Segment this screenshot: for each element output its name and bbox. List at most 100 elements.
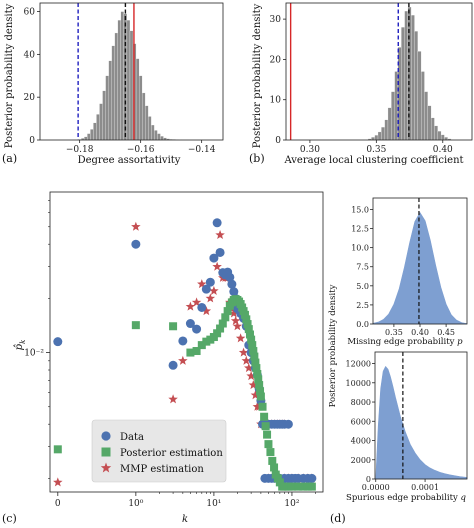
mmp-point bbox=[248, 380, 259, 390]
panel-a-bar bbox=[93, 122, 97, 141]
data-point bbox=[215, 247, 225, 257]
panel-d-bottom-ytick-label: 2000 bbox=[351, 456, 371, 465]
posterior-point bbox=[53, 445, 62, 454]
posterior-point bbox=[248, 341, 257, 350]
panel-a-bar bbox=[120, 11, 124, 141]
data-point bbox=[185, 319, 195, 329]
panel-a-ytick-label: 20 bbox=[24, 93, 36, 103]
panel-a-frame bbox=[39, 2, 224, 141]
legend-label-mmp: MMP estimation bbox=[120, 464, 204, 475]
panel-b-bar bbox=[414, 31, 418, 141]
posterior-point bbox=[268, 456, 277, 465]
panel-d-bottom-ytick-label: 4000 bbox=[351, 437, 371, 446]
panel-d-top-xtick-label: 0.40 bbox=[411, 328, 429, 337]
posterior-point bbox=[275, 478, 284, 487]
panel-a-bar bbox=[148, 116, 152, 141]
mmp-point bbox=[53, 477, 63, 487]
panel-b-frame bbox=[285, 2, 473, 141]
panel-d-ylabel: Posterior probability density bbox=[328, 284, 338, 407]
posterior-point bbox=[254, 375, 263, 384]
mmp-point bbox=[209, 285, 219, 295]
panel-b-ytick-label: 20 bbox=[270, 55, 282, 65]
posterior-point bbox=[252, 364, 261, 373]
data-point bbox=[197, 302, 207, 312]
panel-d-bottom-xlabel: Spurious edge probability q bbox=[346, 493, 466, 503]
data-point bbox=[283, 419, 293, 429]
posterior-point bbox=[256, 387, 265, 396]
panel-b-ytick-label: 0 bbox=[275, 136, 281, 146]
data-point bbox=[131, 239, 141, 249]
panel-a-bar bbox=[139, 75, 143, 141]
panel-a-ytick-label: 40 bbox=[24, 50, 36, 60]
posterior-point bbox=[273, 474, 282, 483]
panel-b-bar bbox=[421, 71, 425, 141]
panel-d-top-ytick-label: 15.0 bbox=[351, 205, 369, 214]
panel-b-bar bbox=[394, 71, 399, 141]
panel-c-ylabel-sub: k bbox=[19, 340, 27, 344]
legend-label-posterior: Posterior estimation bbox=[120, 448, 223, 459]
panel-a-bar bbox=[87, 133, 91, 141]
panel-d-top-xtick-label: 0.45 bbox=[437, 328, 455, 337]
panel-a-bar bbox=[102, 90, 106, 141]
mmp-point bbox=[250, 390, 261, 400]
panel-d-bottom-xtick-label: 0.0000 bbox=[362, 483, 390, 492]
posterior-point bbox=[186, 348, 195, 357]
data-point bbox=[225, 272, 235, 282]
panel-c-ylabel-main: p̂ bbox=[14, 343, 25, 350]
panel-b-bar bbox=[431, 117, 435, 141]
posterior-point bbox=[270, 463, 279, 472]
panel-b-bar bbox=[387, 107, 392, 141]
posterior-point bbox=[244, 325, 253, 334]
data-point bbox=[205, 277, 215, 287]
panel-c-ytick-label: 10⁻² bbox=[24, 349, 44, 359]
panel-b: Posterior probability density Average lo… bbox=[249, 2, 473, 166]
panel-d-top-xtick-label: 0.35 bbox=[385, 328, 403, 337]
posterior-point bbox=[250, 352, 259, 361]
panel-a-bar bbox=[90, 129, 94, 141]
panel-b-bar bbox=[437, 131, 442, 141]
panel-d-bottom-xlabel-main: Spurious edge probability bbox=[346, 493, 460, 503]
mmp-point bbox=[212, 261, 222, 271]
mmp-point bbox=[215, 230, 225, 240]
panel-b-bar bbox=[391, 91, 395, 141]
panel-b-bar bbox=[381, 126, 385, 141]
panel-b-bar bbox=[427, 105, 432, 141]
posterior-point bbox=[216, 324, 225, 333]
posterior-point bbox=[223, 307, 232, 316]
panel-a-bar bbox=[111, 45, 115, 141]
panel-a-bar bbox=[114, 32, 118, 141]
panel-b-bar bbox=[411, 14, 415, 141]
mmp-point bbox=[238, 347, 249, 357]
panel-a: Posterior probability density Degree ass… bbox=[2, 2, 224, 166]
panel-a-bar bbox=[157, 133, 161, 141]
posterior-point bbox=[131, 321, 140, 330]
mmp-point bbox=[131, 221, 141, 231]
panel-b-bar bbox=[397, 47, 402, 141]
data-point bbox=[227, 279, 237, 289]
panel-c-xtick-label: 0 bbox=[55, 499, 61, 509]
legend-box bbox=[91, 419, 227, 483]
panel-a-bar bbox=[84, 136, 88, 141]
panel-d-top-xlabel-var: p bbox=[457, 337, 463, 347]
legend-marker-mmp bbox=[100, 462, 112, 473]
panel-a-ytick-label: 0 bbox=[29, 136, 35, 146]
mmp-point bbox=[178, 355, 188, 365]
panel-c-label: (c) bbox=[2, 512, 17, 525]
mmp-point bbox=[235, 333, 246, 343]
mmp-point bbox=[205, 293, 216, 303]
panel-c: p̂k k (c) Data Posterior estimation MMP … bbox=[2, 191, 324, 525]
panel-b-ylabel: Posterior probability density bbox=[252, 3, 263, 148]
panel-c-ylabel: p̂k bbox=[14, 340, 27, 351]
panel-a-label: (a) bbox=[2, 152, 17, 165]
posterior-point bbox=[247, 335, 256, 344]
panel-b-bar bbox=[444, 137, 448, 141]
posterior-point bbox=[255, 381, 264, 390]
panel-b-xlabel: Average local clustering coefficient bbox=[283, 155, 463, 166]
mmp-point bbox=[241, 355, 252, 365]
posterior-point bbox=[240, 310, 249, 319]
panel-d-bottom-frame bbox=[374, 351, 468, 480]
panel-d-top-ytick-label: 10.0 bbox=[351, 244, 369, 253]
panel-c-frame bbox=[49, 191, 324, 493]
panel-a-xtick-label: −0.18 bbox=[66, 145, 94, 155]
